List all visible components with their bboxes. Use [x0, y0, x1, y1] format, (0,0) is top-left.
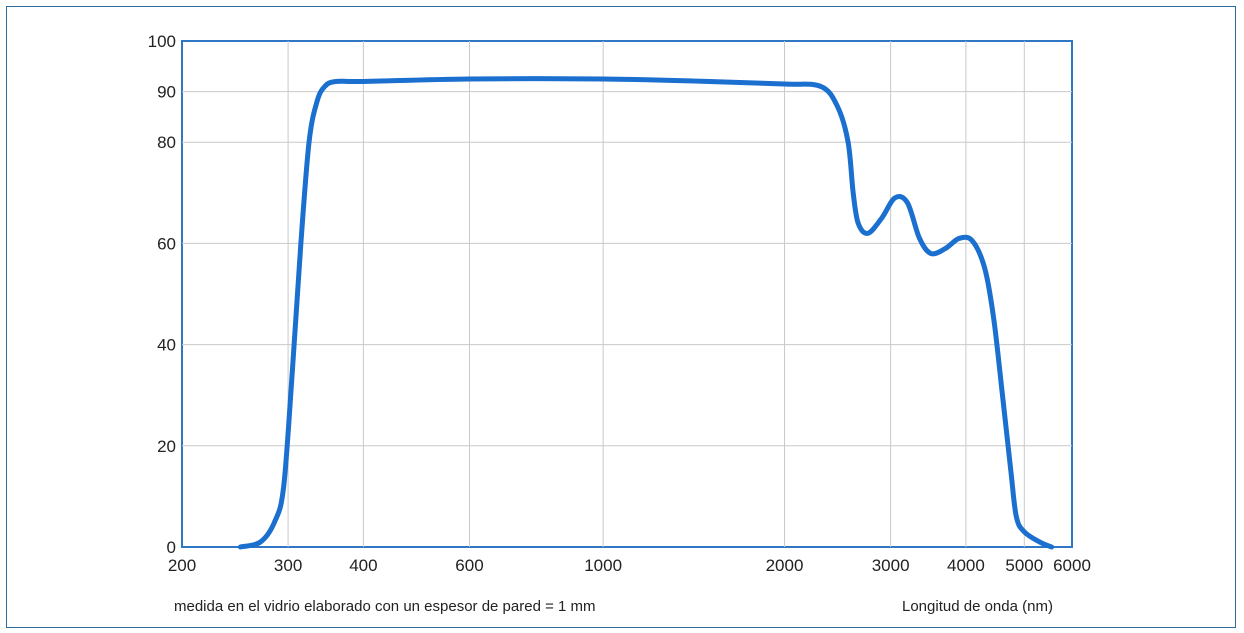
x-axis-ticks: 200 300 400 600 1000 2000 3000 4000 5000 6000: [168, 556, 1091, 575]
x-tick-label: 2000: [766, 556, 804, 575]
plot-area: [181, 40, 1073, 548]
x-tick-label: 300: [274, 556, 302, 575]
y-tick-label: 20: [157, 437, 176, 456]
x-tick-label: 400: [349, 556, 377, 575]
y-tick-label: 60: [157, 234, 176, 253]
x-axis-label: Longitud de onda (nm): [902, 598, 1053, 615]
x-tick-label: 1000: [584, 556, 622, 575]
y-tick-label: 0: [167, 538, 176, 557]
y-axis-ticks: 0 20 40 60 80 90 100: [148, 32, 176, 557]
x-tick-label: 200: [168, 556, 196, 575]
x-tick-label: 600: [455, 556, 483, 575]
y-tick-label: 90: [157, 83, 176, 102]
x-tick-label: 5000: [1005, 556, 1043, 575]
y-tick-label: 80: [157, 133, 176, 152]
measurement-note: medida en el vidrio elaborado con un esp…: [174, 598, 596, 615]
x-tick-label: 4000: [947, 556, 985, 575]
y-tick-label: 100: [148, 32, 176, 51]
x-tick-label: 6000: [1053, 556, 1091, 575]
transmission-curve: [237, 76, 1055, 550]
y-tick-label: 40: [157, 336, 176, 355]
grid: [182, 41, 1072, 547]
x-tick-label: 3000: [872, 556, 910, 575]
